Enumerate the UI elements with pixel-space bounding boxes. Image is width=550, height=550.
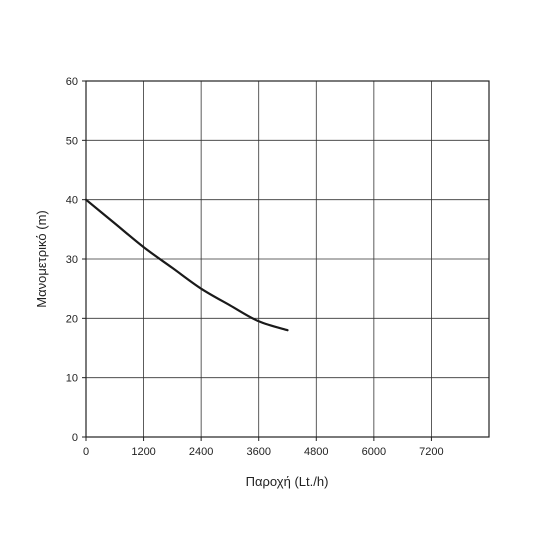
y-tick-label: 10 [66,373,78,385]
y-tick-label: 40 [66,195,78,207]
y-tick-label: 20 [66,313,78,325]
y-axis-title: Μανομετρικό (m) [34,210,49,307]
x-tick-label: 4800 [304,446,328,458]
y-tick-label: 30 [66,254,78,266]
grid [86,81,490,437]
x-tick-label: 6000 [362,446,386,458]
x-tick-label: 1200 [131,446,155,458]
y-tick-label: 0 [72,432,78,444]
x-tick-label: 3600 [246,446,270,458]
x-tick-label: 2400 [189,446,213,458]
x-axis-title: Παροχή (Lt./h) [246,474,329,489]
x-tick-label: 0 [83,446,89,458]
series-line [84,198,289,332]
y-tick-label: 50 [66,135,78,147]
y-axis-ticks: 0 10 20 30 40 50 60 [66,76,86,444]
y-tick-label: 60 [66,76,78,88]
series-layer [84,198,289,332]
x-axis-ticks: 0 1200 2400 3600 4800 6000 7200 [83,437,444,458]
x-tick-label: 7200 [419,446,443,458]
